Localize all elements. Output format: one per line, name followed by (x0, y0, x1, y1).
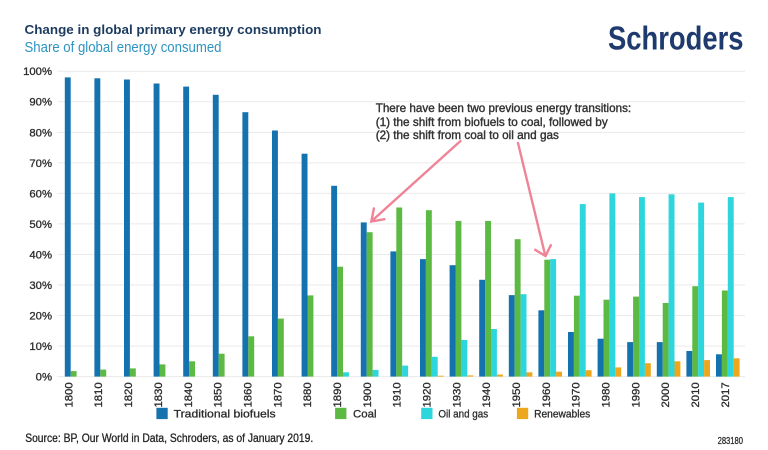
svg-text:2017: 2017 (720, 382, 732, 407)
svg-text:100%: 100% (23, 66, 52, 78)
svg-text:1820: 1820 (123, 382, 135, 407)
svg-text:1980: 1980 (601, 382, 613, 407)
svg-text:Renewables: Renewables (534, 408, 591, 420)
svg-text:40%: 40% (29, 249, 52, 261)
svg-text:1950: 1950 (511, 382, 523, 407)
svg-text:Change in global primary energ: Change in global primary energy consumpt… (25, 22, 322, 37)
svg-text:(1) the shift from biofuels to: (1) the shift from biofuels to coal, fol… (376, 115, 608, 129)
svg-text:1990: 1990 (630, 382, 642, 407)
svg-text:1900: 1900 (362, 382, 374, 407)
svg-text:1840: 1840 (183, 382, 195, 407)
svg-text:80%: 80% (29, 127, 52, 139)
svg-text:90%: 90% (29, 97, 52, 109)
svg-text:2000: 2000 (660, 382, 672, 407)
svg-text:1830: 1830 (153, 382, 165, 407)
svg-text:1870: 1870 (272, 382, 284, 407)
svg-text:1810: 1810 (93, 382, 105, 407)
svg-text:Oil and gas: Oil and gas (438, 408, 488, 420)
svg-text:1960: 1960 (541, 382, 553, 407)
svg-text:10%: 10% (29, 341, 52, 353)
svg-text:1850: 1850 (213, 382, 225, 407)
svg-text:20%: 20% (29, 310, 52, 322)
svg-text:1940: 1940 (481, 382, 493, 407)
svg-text:70%: 70% (29, 158, 52, 170)
svg-text:283180: 283180 (718, 436, 744, 447)
svg-text:There have been two previous e: There have been two previous energy tran… (376, 101, 632, 115)
svg-text:0%: 0% (36, 372, 52, 384)
svg-text:Traditional biofuels: Traditional biofuels (174, 408, 277, 420)
svg-text:Coal: Coal (353, 408, 377, 420)
svg-text:30%: 30% (29, 280, 52, 292)
svg-text:Source: BP, Our World in Data,: Source: BP, Our World in Data, Schroders… (25, 431, 313, 445)
svg-text:Share of global energy consume: Share of global energy consumed (25, 40, 222, 56)
svg-text:Schroders: Schroders (608, 19, 744, 56)
svg-text:60%: 60% (29, 188, 52, 200)
svg-text:1920: 1920 (422, 382, 434, 407)
svg-text:(2) the shift from coal to oil: (2) the shift from coal to oil and gas (376, 128, 559, 142)
svg-text:2010: 2010 (690, 382, 702, 407)
svg-text:1860: 1860 (242, 382, 254, 407)
svg-text:1910: 1910 (392, 382, 404, 407)
svg-text:1930: 1930 (451, 382, 463, 407)
svg-text:1880: 1880 (302, 382, 314, 407)
svg-text:1800: 1800 (63, 382, 75, 407)
svg-text:1970: 1970 (571, 382, 583, 407)
svg-text:1890: 1890 (332, 382, 344, 407)
svg-text:50%: 50% (29, 219, 52, 231)
